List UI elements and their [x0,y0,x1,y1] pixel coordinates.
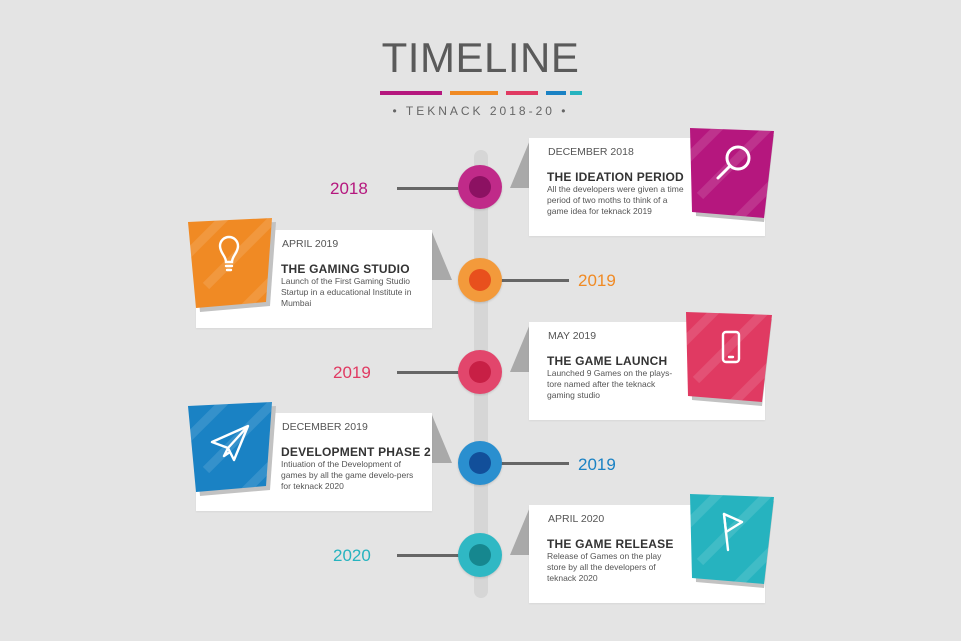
page-subtitle: • TEKNACK 2018-20 • [392,104,569,118]
event-description: All the developers were given a time per… [547,184,684,216]
timeline-node [458,441,502,485]
event-description: Intiuation of the Development of games b… [281,459,414,491]
card-fold [510,324,530,372]
year-label: 2019 [578,271,616,290]
event-date: DECEMBER 2018 [548,146,634,158]
connector-line [501,279,569,282]
lightbulb-icon [218,235,240,272]
page-title: TIMELINE [381,34,580,81]
color-bar [450,91,498,95]
card-fold [510,507,530,555]
timeline-node [458,350,502,394]
title-color-bars [380,91,582,95]
timeline-node [458,258,502,302]
year-label: 2019 [578,455,616,474]
event-title: THE GAMING STUDIO [281,262,410,276]
ribbon-badge [690,494,774,588]
event-title: THE GAME RELEASE [547,537,674,551]
ribbon-badge [686,312,772,406]
year-label: 2018 [330,179,368,198]
ribbon-badge [690,128,774,222]
event-title: DEVELOPMENT PHASE 2 [281,445,431,459]
year-label: 2020 [333,546,371,565]
card-fold [432,232,452,280]
color-bar [380,91,442,95]
card-fold [510,140,530,188]
connector-line [501,462,569,465]
event-title: THE GAME LAUNCH [547,354,668,368]
year-label: 2019 [333,363,371,382]
connector-line [397,187,459,190]
color-bar [570,91,582,95]
event-card: APRIL 2020 THE GAME RELEASE Release of G… [529,505,765,603]
ribbon-badge [188,402,276,496]
event-description: Launched 9 Games on the plays-tore named… [547,368,673,400]
event-date: APRIL 2019 [282,238,339,250]
paper-plane-icon [210,424,250,462]
card-fold [432,415,452,463]
flag-icon [722,512,744,552]
event-description: Release of Games on the play store by al… [547,551,662,583]
connector-line [397,371,459,374]
event-date: DECEMBER 2019 [282,421,368,433]
smartphone-icon [721,330,741,364]
event-date: APRIL 2020 [548,513,605,525]
event-title: THE IDEATION PERIOD [547,170,684,184]
ribbon-badge [188,218,276,312]
color-bar [506,91,538,95]
timeline-node [458,165,502,209]
search-icon [716,145,751,180]
connector-line [397,554,459,557]
color-bar [546,91,566,95]
event-date: MAY 2019 [548,330,597,342]
timeline-node [458,533,502,577]
event-description: Launch of the First Gaming Studio Startu… [281,276,412,308]
